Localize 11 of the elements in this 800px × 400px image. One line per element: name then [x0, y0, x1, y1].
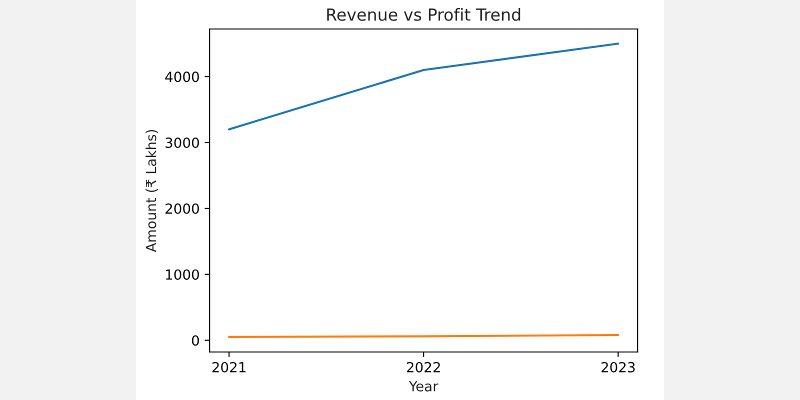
y-tick-label: 1000 — [166, 269, 199, 280]
y-tick-label: 2000 — [166, 203, 199, 214]
y-tick-label: 4000 — [165, 72, 199, 82]
y-tick-label: 3000 — [166, 137, 199, 148]
chart-title: Revenue vs Profit Trend — [327, 8, 520, 21]
x-axis-title: Year — [408, 381, 438, 392]
y-axis-title: Amount (₹ Lakhs) — [146, 130, 158, 252]
x-tick-label: 2022 — [406, 362, 440, 372]
y-tick-label: 0 — [192, 335, 199, 346]
x-tick-label: 2023 — [601, 362, 635, 372]
x-tick-label: 2021 — [212, 362, 246, 372]
